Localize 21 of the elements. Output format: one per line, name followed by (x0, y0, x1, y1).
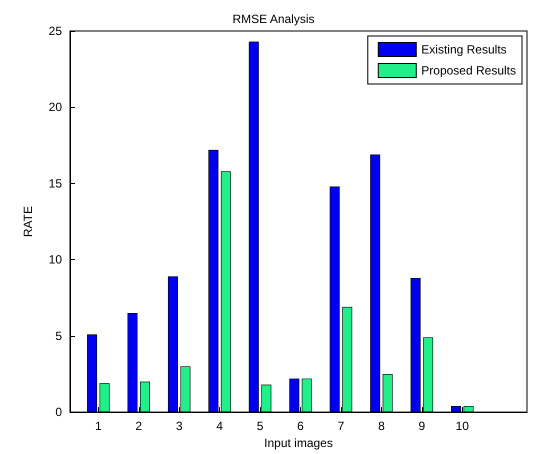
y-tick-label: 15 (48, 176, 62, 190)
x-tick-label: 1 (94, 419, 102, 434)
y-tick-label: 5 (55, 328, 62, 343)
x-tick-label: 6 (297, 419, 304, 434)
x-axis-title: Input images (264, 436, 333, 450)
chart-title: RMSE Analysis (232, 12, 315, 26)
x-tick-label: 5 (256, 419, 264, 434)
legend-label: Proposed Results (421, 64, 516, 78)
y-tick-label: 0 (55, 405, 62, 420)
y-tick-label: 25 (48, 24, 62, 38)
y-tick-label: 20 (48, 100, 62, 114)
y-axis-title: RATE (21, 206, 35, 238)
y-tick-label: 10 (48, 252, 62, 267)
x-tick-label: 3 (176, 419, 183, 434)
legend-label: Existing Results (421, 42, 507, 56)
x-tick-label: 8 (378, 419, 386, 434)
x-tick-label: 9 (418, 419, 426, 434)
x-tick-label: 10 (456, 419, 470, 434)
x-tick-label: 2 (135, 419, 142, 434)
x-tick-label: 7 (338, 419, 345, 434)
x-tick-label: 4 (216, 419, 224, 434)
